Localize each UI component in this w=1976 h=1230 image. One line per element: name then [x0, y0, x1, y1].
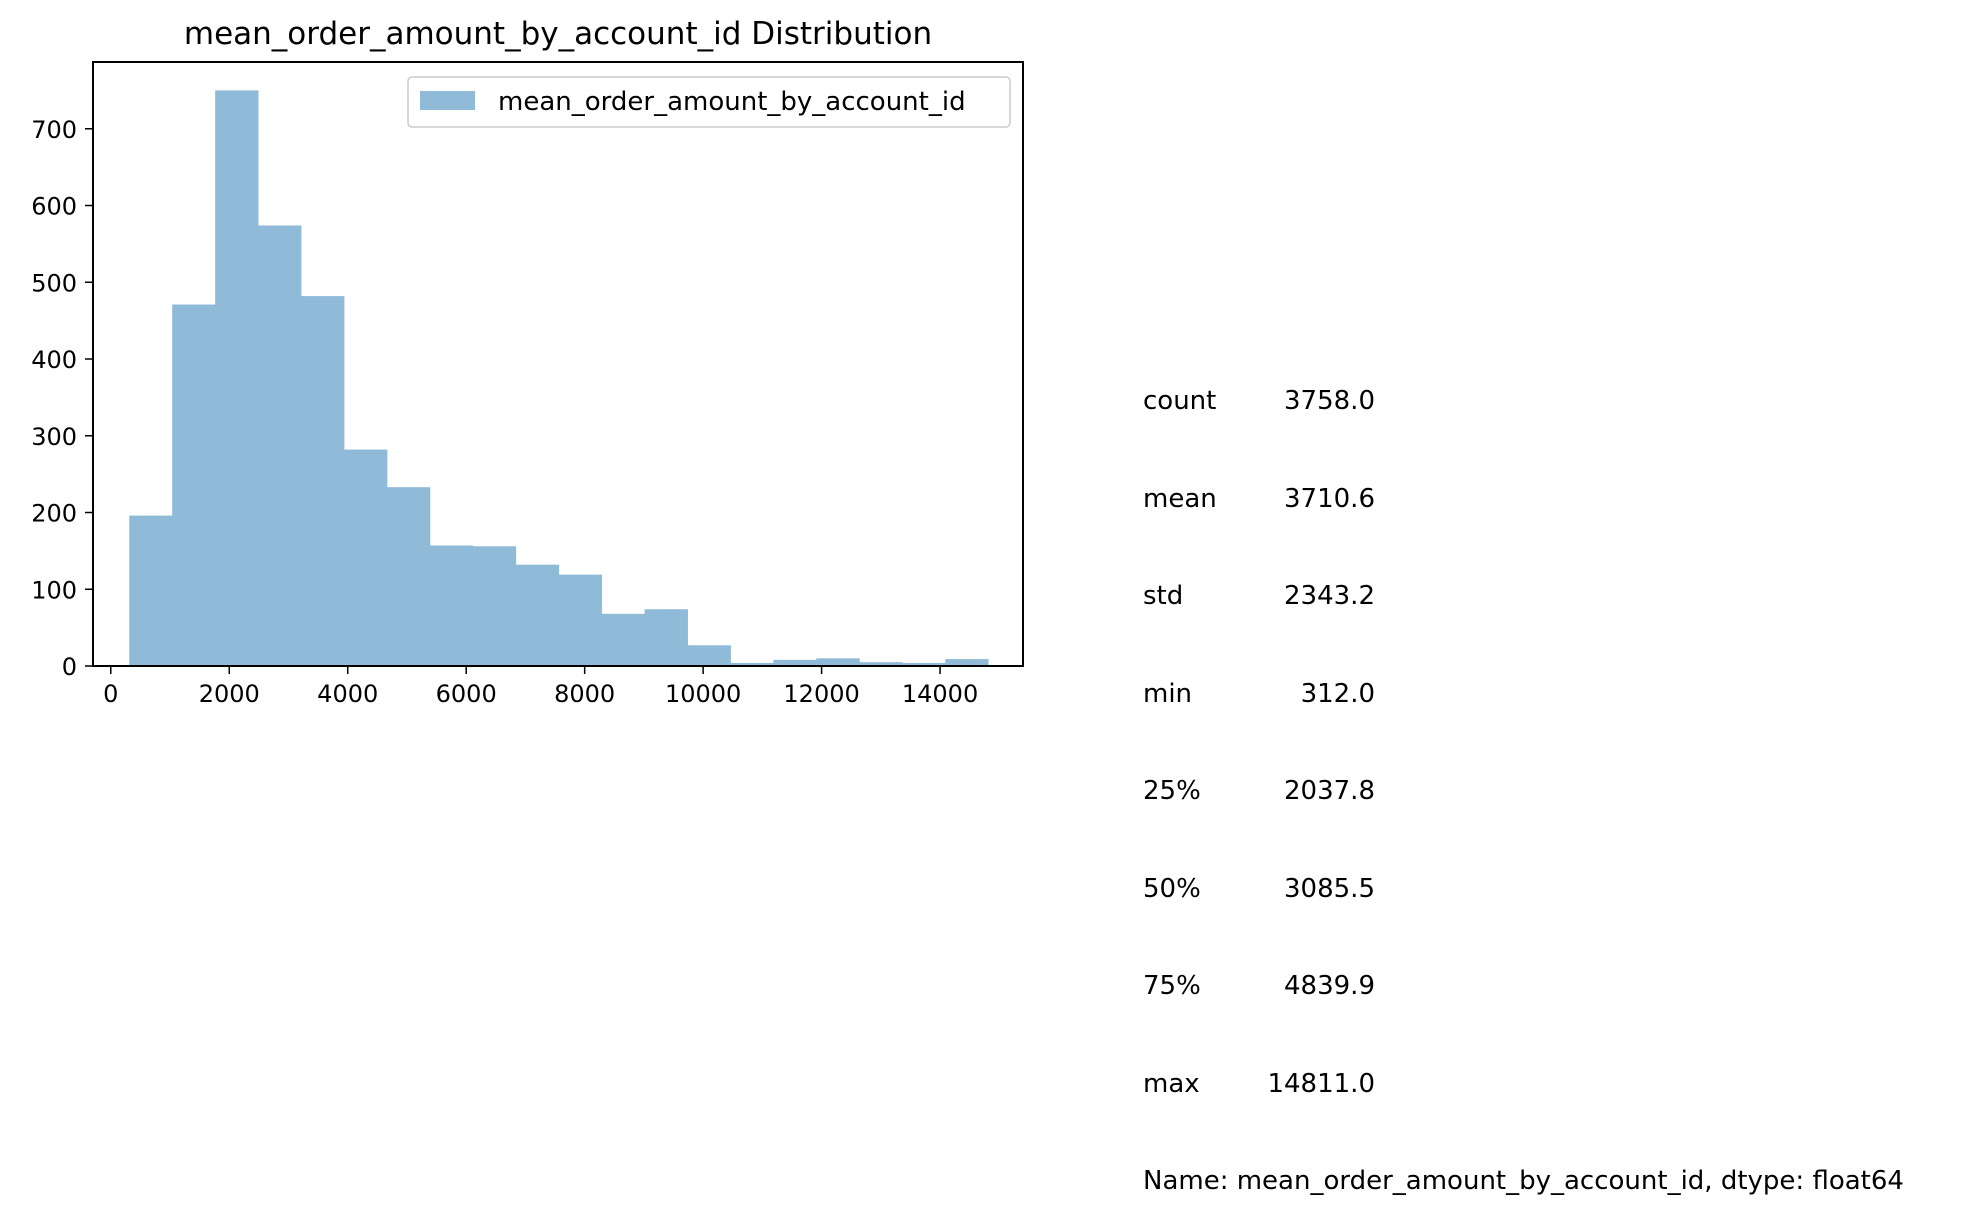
y-tick-label: 700 [31, 116, 77, 144]
histogram-bar [558, 574, 603, 666]
y-tick-label: 500 [31, 269, 77, 297]
y-tick-label: 200 [31, 500, 77, 528]
stat-key: min [1143, 678, 1193, 709]
stat-value: 3710.6 [1284, 483, 1375, 514]
histogram-bar [945, 659, 989, 666]
stat-row-count: count 3758.0 [1143, 385, 1904, 418]
histogram-bar [644, 609, 688, 666]
stat-footer: Name: mean_order_amount_by_account_id, d… [1143, 1166, 1904, 1196]
y-tick-label: 300 [31, 423, 77, 451]
stat-value: 2343.2 [1284, 581, 1375, 611]
histogram-bars [129, 90, 989, 667]
x-tick-label: 4000 [317, 680, 378, 708]
stat-row-50: 50% 3085.5 [1143, 873, 1904, 906]
histogram-bar [816, 658, 860, 666]
y-tick-label: 100 [31, 576, 77, 604]
y-tick-label: 600 [31, 193, 77, 221]
stat-key: 75% [1143, 971, 1201, 1001]
summary-stats: count 3758.0 mean 3710.6 std 2343.2 min 312.… [1143, 320, 1904, 1230]
histogram-bar [258, 225, 302, 666]
stat-key: count [1143, 386, 1217, 416]
legend-label: mean_order_amount_by_account_id [498, 87, 966, 117]
stat-row-mean: mean 3710.6 [1143, 483, 1904, 516]
y-tick-label: 0 [62, 653, 77, 681]
stat-key: std [1143, 581, 1184, 611]
x-tick-label: 14000 [902, 680, 978, 708]
x-tick-label: 12000 [783, 680, 859, 708]
histogram-bar [687, 645, 731, 666]
plot-frame [92, 61, 1024, 667]
legend: mean_order_amount_by_account_id [407, 76, 1011, 128]
legend-swatch [420, 91, 475, 110]
y-tick-label: 400 [31, 346, 77, 374]
stat-value: 4839.9 [1284, 971, 1375, 1001]
stat-value: 3758.0 [1284, 386, 1375, 416]
histogram-bar [129, 515, 173, 666]
histogram-bar [301, 296, 345, 666]
histogram-chart: mean_order_amount_by_account_id Distribu… [31, 16, 1024, 708]
histogram-bar [902, 662, 946, 666]
stat-row-max: max 14811.0 [1143, 1068, 1904, 1101]
histogram-bar [343, 449, 388, 666]
stat-value: 312.0 [1300, 678, 1375, 709]
histogram-bar [601, 613, 646, 666]
histogram-bar [859, 662, 903, 666]
histogram-bar [472, 546, 517, 666]
x-axis: 0 2000 4000 6000 8000 10000 12000 14000 [103, 666, 978, 708]
histogram-bar [730, 662, 774, 666]
stat-value: 2037.8 [1284, 776, 1375, 806]
x-tick-label: 8000 [554, 680, 615, 708]
stat-row-min: min 312.0 [1143, 678, 1904, 711]
stat-key: 25% [1143, 776, 1201, 806]
y-axis: 0 100 200 300 400 500 600 700 [31, 116, 93, 681]
stat-value: 3085.5 [1284, 873, 1375, 904]
x-tick-label: 6000 [436, 680, 497, 708]
legend-frame [407, 76, 1011, 128]
stat-row-std: std 2343.2 [1143, 580, 1904, 613]
histogram-bar [429, 545, 474, 666]
stat-key: 50% [1143, 873, 1201, 904]
histogram-bar [773, 659, 817, 666]
stat-key: max [1143, 1068, 1200, 1099]
stat-key: mean [1143, 483, 1217, 514]
stat-value: 14811.0 [1267, 1068, 1375, 1099]
chart-title: mean_order_amount_by_account_id Distribu… [184, 16, 932, 52]
x-tick-label: 2000 [199, 680, 260, 708]
histogram-bar [215, 90, 259, 667]
histogram-bar [172, 304, 216, 666]
stat-row-25: 25% 2037.8 [1143, 775, 1904, 808]
x-tick-label: 0 [103, 680, 118, 708]
histogram-bar [386, 487, 431, 666]
histogram-bar [515, 564, 560, 666]
stat-row-75: 75% 4839.9 [1143, 970, 1904, 1003]
x-tick-label: 10000 [665, 680, 741, 708]
